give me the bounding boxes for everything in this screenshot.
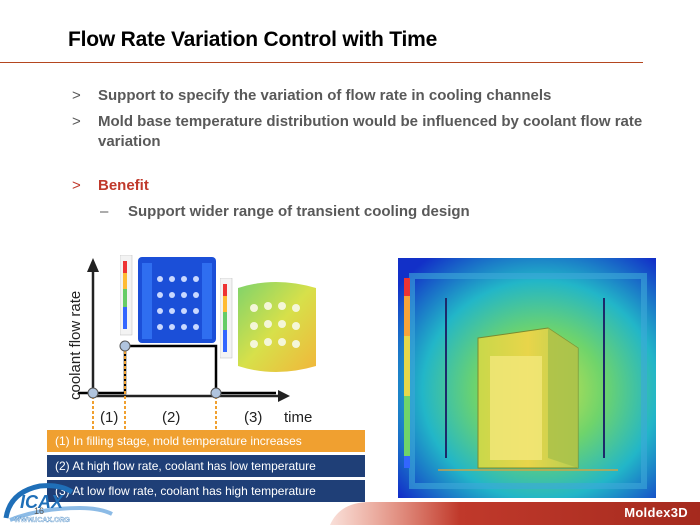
step-node bbox=[87, 387, 99, 399]
y-axis-label: coolant flow rate bbox=[67, 291, 84, 400]
step-node bbox=[119, 340, 131, 352]
note-high-flow: (2) At high flow rate, coolant has low t… bbox=[47, 455, 365, 477]
note-low-flow: (3) At low flow rate, coolant has high t… bbox=[47, 480, 365, 502]
benefit-sub-item: – Support wider range of transient cooli… bbox=[72, 202, 652, 222]
icax-logo-icon: ICAX WWW.ICAX.ORG bbox=[3, 483, 113, 524]
sub-bullet-marker: – bbox=[100, 203, 109, 220]
flow-rate-diagram: coolant flow rate (1) (2) (3) time bbox=[67, 258, 312, 430]
title-divider bbox=[0, 62, 643, 63]
sub-bullet-text: Support wider range of transient cooling… bbox=[128, 203, 470, 220]
x-axis-label: time bbox=[284, 409, 312, 426]
bullet-marker: > bbox=[72, 113, 81, 130]
y-axis-arrow bbox=[87, 258, 99, 272]
logo-caption: WWW.ICAX.ORG bbox=[14, 517, 71, 524]
stage-label-3: (3) bbox=[244, 409, 262, 426]
bullet-list: > Support to specify the variation of fl… bbox=[72, 86, 652, 222]
svg-text:ICAX: ICAX bbox=[20, 492, 64, 512]
bullet-text: Mold base temperature distribution would… bbox=[98, 113, 643, 150]
simulation-render bbox=[398, 258, 656, 498]
stage-label-2: (2) bbox=[162, 409, 180, 426]
bullet-item: > Support to specify the variation of fl… bbox=[72, 86, 652, 106]
bullet-text: Support to specify the variation of flow… bbox=[98, 87, 552, 104]
simulation-snapshot-high-flow bbox=[120, 255, 216, 343]
footer-bar bbox=[330, 502, 700, 525]
note-filling-stage: (1) In filling stage, mold temperature i… bbox=[47, 430, 365, 452]
bullet-marker: > bbox=[72, 177, 81, 194]
mold-temperature-simulation bbox=[398, 258, 656, 498]
bullet-marker: > bbox=[72, 87, 81, 104]
slide-title: Flow Rate Variation Control with Time bbox=[68, 28, 438, 51]
page-number: 16 bbox=[34, 506, 45, 516]
step-node bbox=[210, 387, 222, 399]
benefit-text: Benefit bbox=[98, 177, 149, 194]
brand-name: Moldex3D bbox=[624, 505, 688, 520]
flow-rate-line bbox=[78, 344, 276, 395]
x-axis-arrow bbox=[278, 390, 290, 402]
bullet-item: > Mold base temperature distribution wou… bbox=[72, 112, 652, 152]
simulation-snapshot-low-flow bbox=[220, 278, 316, 372]
benefit-heading: > Benefit bbox=[72, 176, 652, 196]
stage-label-1: (1) bbox=[100, 409, 118, 426]
